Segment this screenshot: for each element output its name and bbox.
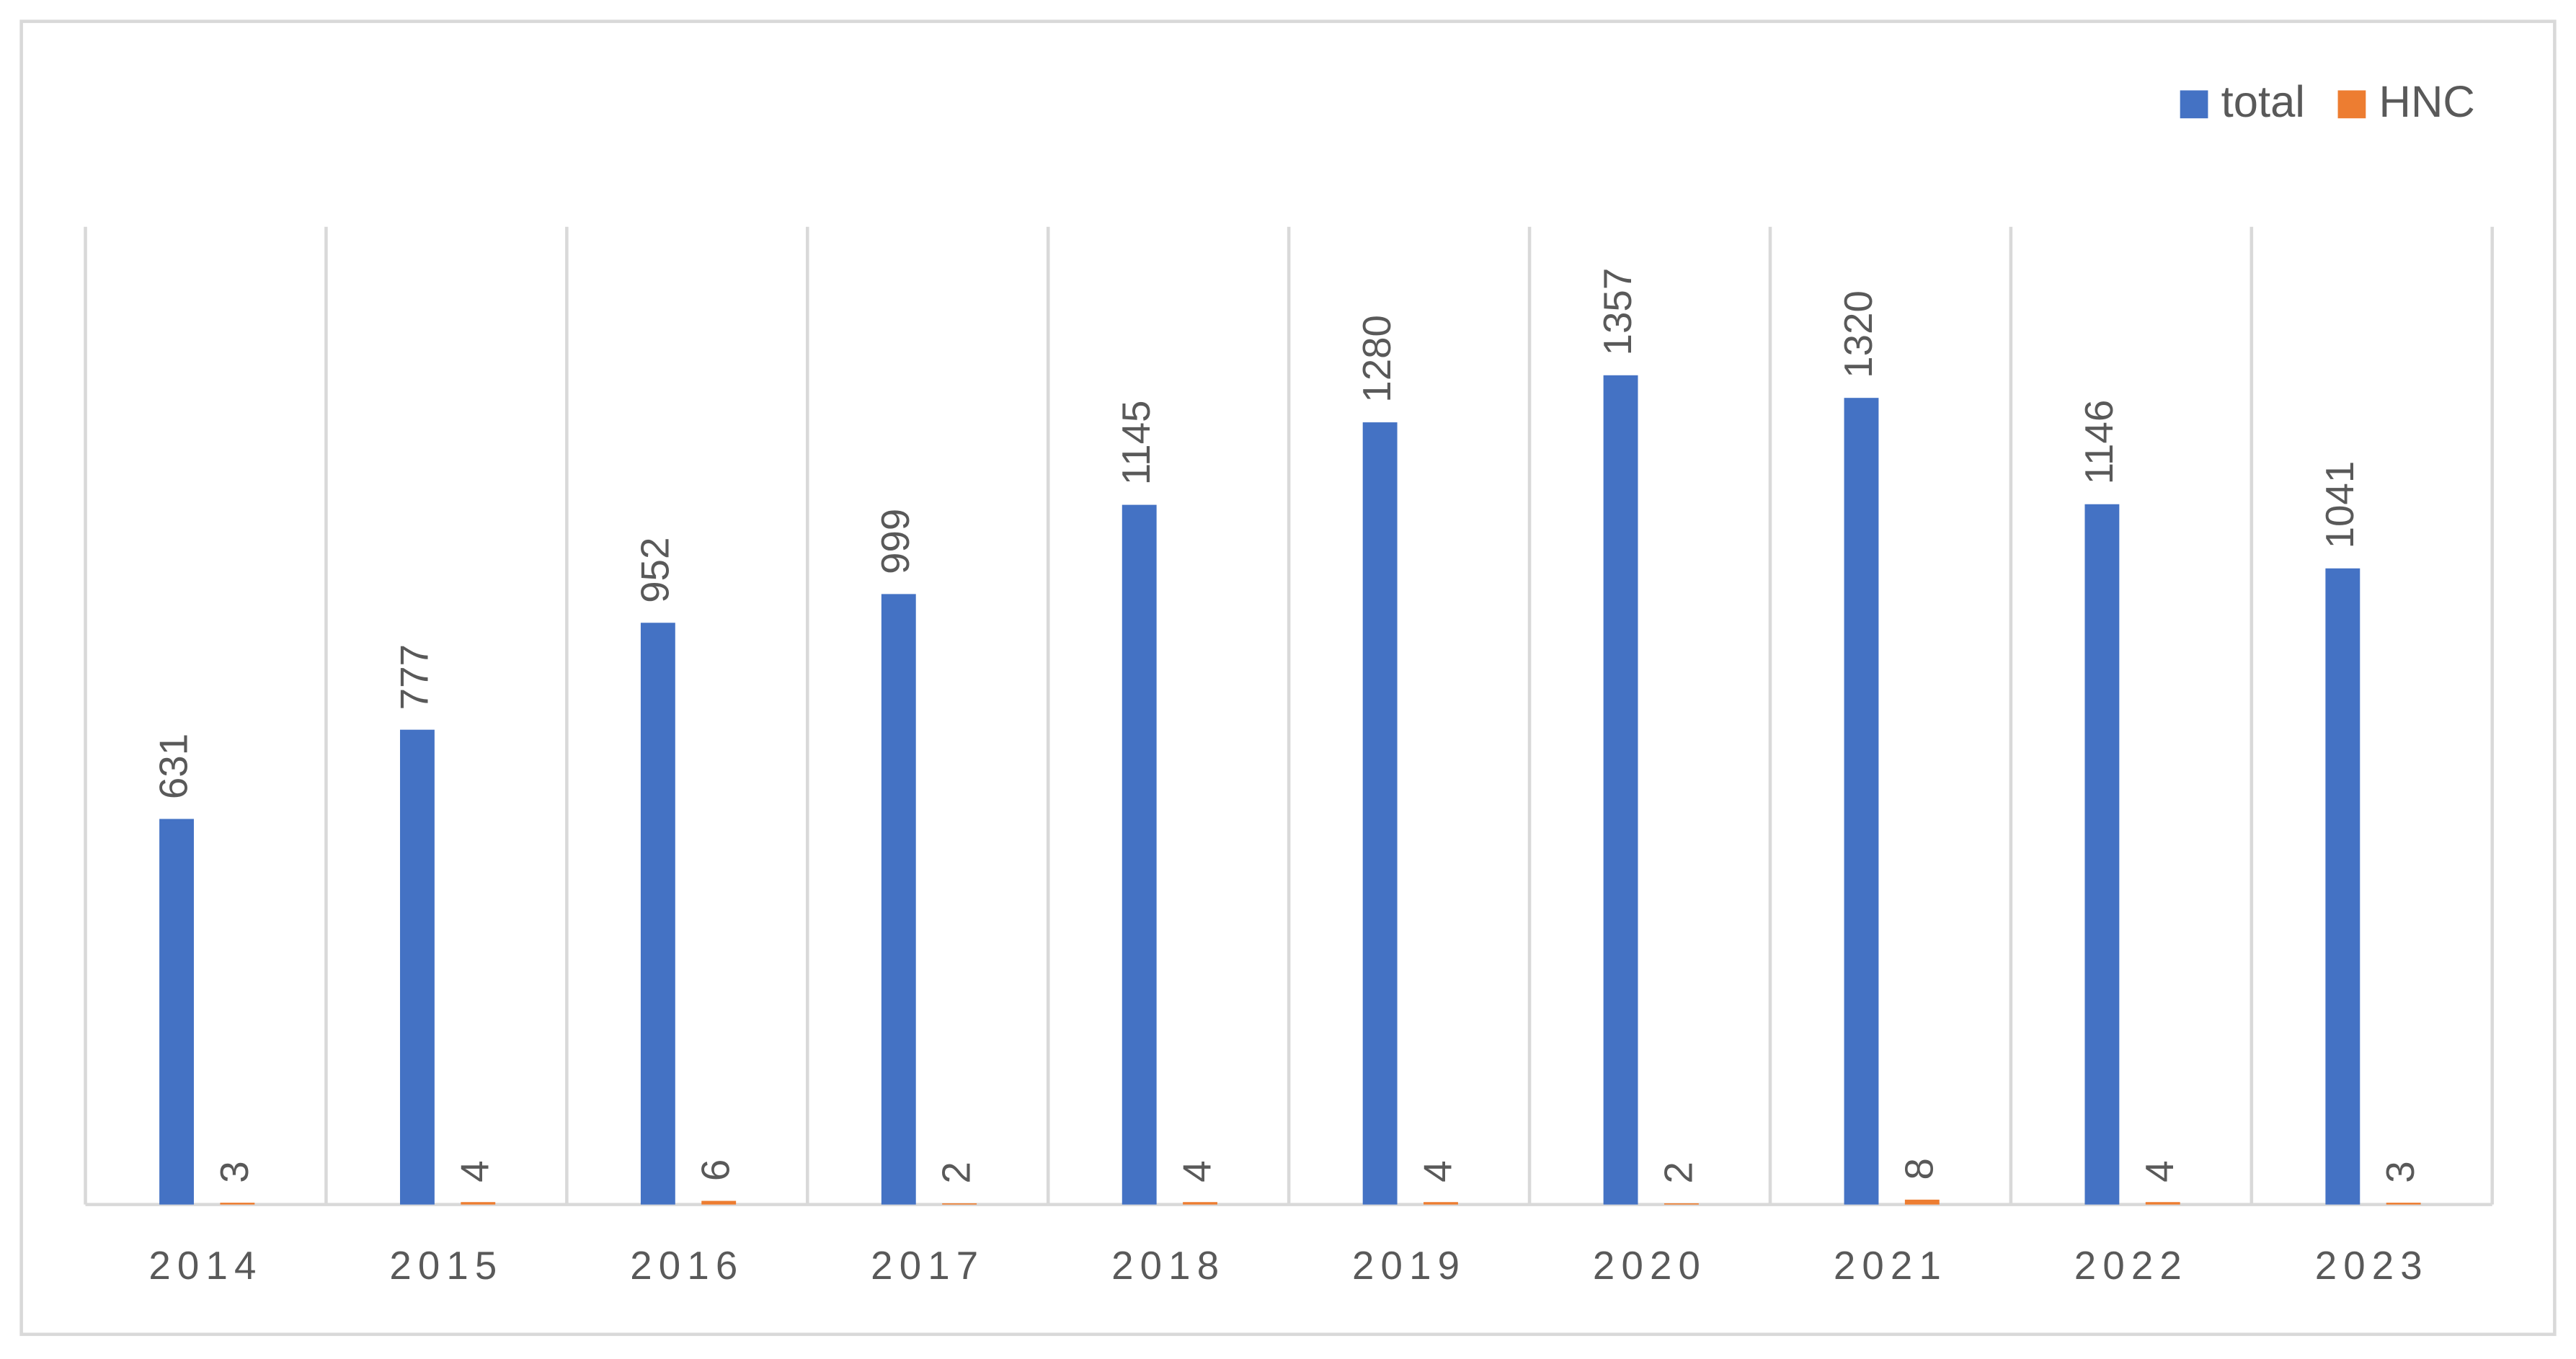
bar <box>701 1200 737 1205</box>
x-tick-label: 2017 <box>871 1243 985 1288</box>
data-label: 8 <box>1896 1158 1941 1180</box>
legend-label: HNC <box>2379 77 2475 127</box>
data-label: 4 <box>1415 1160 1460 1182</box>
data-label: 1041 <box>2317 461 2362 549</box>
data-label: 1280 <box>1354 315 1399 403</box>
x-tick-label: 2018 <box>1111 1243 1225 1288</box>
data-label: 4 <box>1175 1160 1220 1182</box>
data-label: 2 <box>934 1162 979 1183</box>
data-label: 3 <box>212 1161 257 1182</box>
legend-label: total <box>2221 77 2305 127</box>
bar <box>881 594 916 1205</box>
bar <box>1424 1202 1458 1205</box>
x-tick-label: 2023 <box>2315 1243 2429 1288</box>
bar <box>2145 1202 2180 1205</box>
x-tick-label: 2020 <box>1593 1243 1707 1288</box>
x-tick-label: 2022 <box>2074 1243 2188 1288</box>
bar <box>220 1203 255 1205</box>
x-tick-label: 2019 <box>1352 1243 1466 1288</box>
x-tick-label: 2021 <box>1834 1243 1947 1288</box>
data-label: 1320 <box>1836 290 1880 378</box>
bar <box>159 819 194 1205</box>
bar <box>1183 1202 1217 1205</box>
data-label: 4 <box>2137 1160 2182 1182</box>
legend-swatch <box>2180 90 2208 119</box>
bar <box>1362 422 1398 1205</box>
data-label: 2 <box>1656 1162 1700 1183</box>
x-tick-label: 2014 <box>148 1243 262 1288</box>
data-label: 952 <box>632 538 677 603</box>
bar <box>400 729 435 1205</box>
bar <box>942 1203 977 1205</box>
x-tick-label: 2016 <box>630 1243 744 1288</box>
bar <box>461 1202 496 1205</box>
data-label: 4 <box>453 1160 497 1182</box>
bar <box>2325 568 2360 1205</box>
bar <box>1603 375 1638 1205</box>
data-label: 1146 <box>2077 400 2121 485</box>
data-label: 631 <box>151 734 195 799</box>
data-label: 1145 <box>1114 401 1158 486</box>
x-tick-label: 2015 <box>389 1243 503 1288</box>
bar <box>2386 1203 2421 1205</box>
bar <box>1122 504 1157 1205</box>
bar <box>640 623 675 1205</box>
bar <box>1904 1199 1940 1205</box>
bar <box>2084 504 2120 1205</box>
data-label: 3 <box>2378 1161 2422 1182</box>
bar <box>1664 1203 1699 1205</box>
data-label: 777 <box>391 644 436 710</box>
data-label: 6 <box>693 1159 738 1181</box>
data-label: 999 <box>873 509 918 574</box>
data-label: 1357 <box>1595 268 1640 356</box>
legend-swatch <box>2337 90 2366 119</box>
bar <box>1844 398 1879 1205</box>
